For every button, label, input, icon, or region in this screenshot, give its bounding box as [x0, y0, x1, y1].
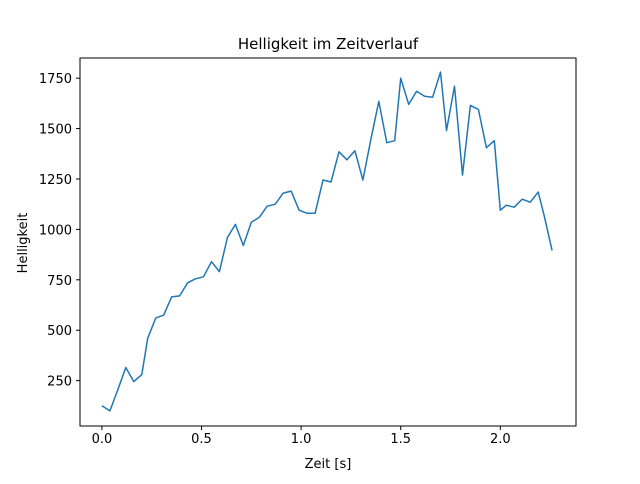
y-tick-label: 1500: [39, 123, 72, 138]
x-tick-label: 0.5: [191, 432, 212, 447]
y-axis-label: Helligkeit: [16, 213, 31, 274]
y-tick-label: 750: [47, 274, 72, 289]
y-tick-label: 1250: [39, 173, 72, 188]
chart-title: Helligkeit im Zeitverlauf: [238, 35, 419, 53]
x-tick-label: 1.5: [390, 432, 411, 447]
series-line: [101, 71, 553, 412]
x-axis-label: Zeit [s]: [305, 457, 352, 472]
y-tick-label: 500: [47, 324, 72, 339]
plot-area: [101, 71, 553, 412]
y-tick-label: 250: [47, 375, 72, 390]
y-tick-label: 1000: [39, 223, 72, 238]
plot-frame: [79, 57, 577, 427]
x-tick-label: 1.0: [291, 432, 312, 447]
y-tick-label: 1750: [39, 72, 72, 87]
y-axis: 250 500 750 1000 1250 1500 1750: [39, 72, 80, 390]
x-tick-label: 2.0: [490, 432, 511, 447]
x-tick-label: 0.0: [92, 432, 113, 447]
x-axis: 0.0 0.5 1.0 1.5 2.0: [92, 426, 511, 447]
